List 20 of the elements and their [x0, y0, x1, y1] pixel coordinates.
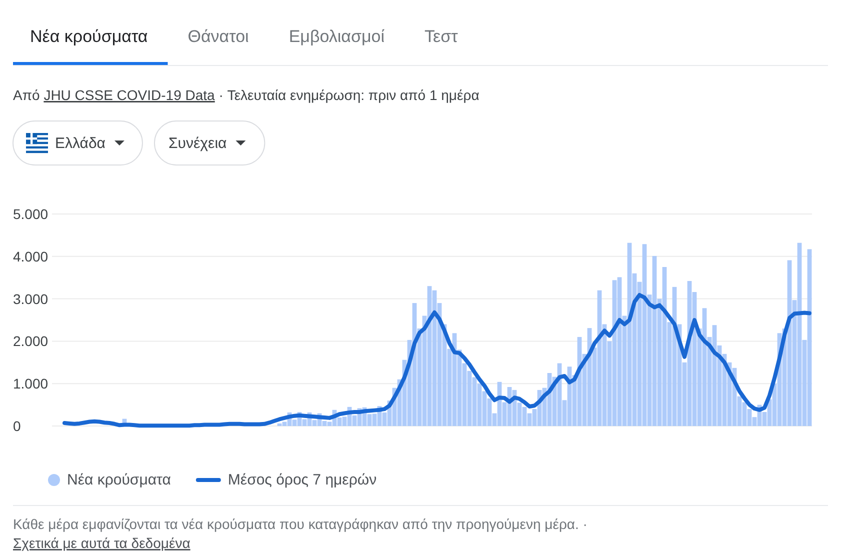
- legend-label: Νέα κρούσματα: [67, 472, 172, 488]
- y-tick-label: 5.000: [13, 206, 48, 222]
- text: Από: [13, 87, 40, 103]
- legend-label: Μέσος όρος 7 ημερών: [228, 472, 377, 488]
- text: Εμβολιασμοί: [288, 27, 385, 46]
- text: Νέα κρούσματα: [30, 27, 148, 46]
- y-tick-label: 1.000: [13, 376, 48, 392]
- text: Συνέχεια: [168, 135, 228, 152]
- text: · Τελευταία ενημέρωση: πριν από 1 ημέρα: [218, 87, 480, 103]
- line-series: [62, 292, 812, 428]
- text: Θάνατοι: [188, 27, 250, 46]
- y-tick-label: 2.000: [13, 333, 48, 350]
- y-tick-label: 3.000: [13, 290, 48, 307]
- text: Ελλάδα: [55, 135, 106, 152]
- text: JHU CSSE COVID-19 Data: [44, 87, 216, 103]
- text: Κάθε μέρα εμφανίζονται τα νέα κρούσματα που καταγράφηκαν από την προηγούμενη μέρα. ·: [13, 516, 588, 532]
- y-tick-label: 4.000: [13, 248, 48, 264]
- text: Σχετικά με αυτά τα δεδομένα: [13, 535, 190, 551]
- text: Τεστ: [424, 27, 458, 46]
- y-tick-label: 0: [13, 418, 21, 434]
